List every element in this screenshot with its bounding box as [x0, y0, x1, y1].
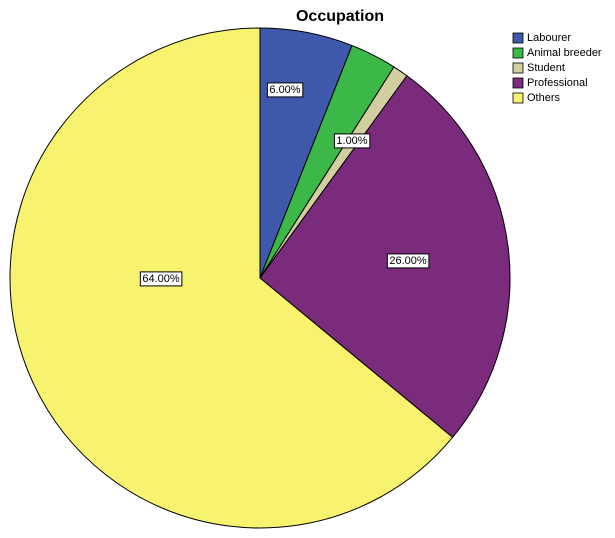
legend-swatch	[512, 47, 524, 59]
chart-title: Occupation	[296, 8, 384, 25]
legend-label: Others	[527, 92, 561, 104]
data-label-box	[139, 271, 183, 287]
legend-label: Student	[527, 62, 565, 74]
pie-slice	[9, 27, 454, 529]
legend-swatch	[512, 77, 524, 89]
pie-slice	[259, 75, 511, 439]
data-label-box	[386, 253, 430, 269]
legend-swatch	[512, 92, 524, 104]
legend-swatch	[512, 62, 524, 74]
data-label: 64.00%	[142, 273, 180, 285]
data-label: 26.00%	[389, 255, 427, 267]
legend-label: Labourer	[527, 32, 571, 44]
data-label-box	[266, 82, 304, 98]
legend-swatch	[512, 32, 524, 44]
data-label: 1.00%	[336, 135, 367, 147]
legend-label: Animal breeder	[527, 47, 602, 59]
data-label: 6.00%	[269, 84, 300, 96]
legend-label: Professional	[527, 77, 588, 89]
data-label-box	[333, 133, 371, 149]
